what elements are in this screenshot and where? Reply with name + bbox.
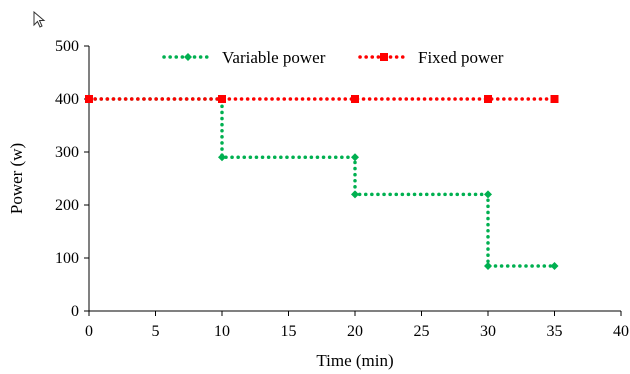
y-tick-label: 500	[55, 38, 79, 55]
data-point	[218, 153, 226, 162]
chart-legend: Variable power Fixed power	[162, 48, 504, 67]
data-point	[85, 95, 93, 103]
legend-marker	[380, 53, 388, 61]
legend-item: Fixed power	[358, 48, 504, 67]
legend-label: Variable power	[222, 48, 326, 67]
y-axis-title: Power (w)	[7, 143, 26, 214]
x-tick-label: 20	[347, 323, 363, 340]
y-tick-label: 400	[55, 91, 79, 108]
y-tick-label: 300	[55, 144, 79, 161]
y-tick-label: 0	[71, 303, 79, 320]
legend-label: Fixed power	[418, 48, 504, 67]
x-tick-label: 35	[547, 323, 563, 340]
x-axis-title: Time (min)	[316, 351, 393, 370]
series-variable-power	[85, 95, 559, 270]
data-point	[550, 261, 559, 270]
data-point	[484, 261, 492, 270]
legend-marker	[184, 53, 192, 61]
data-point	[351, 153, 359, 162]
x-tick-label: 15	[281, 323, 297, 340]
data-point	[351, 190, 359, 199]
chart-axes: 0 100 200 300 400 500 0 5 10 15 20 25 30 35 40	[55, 38, 629, 340]
x-tick-label: 30	[480, 323, 496, 340]
y-tick-label: 200	[55, 197, 79, 214]
chart-series	[85, 95, 559, 270]
data-point	[484, 190, 492, 199]
x-tick-label: 40	[613, 323, 629, 340]
data-point	[484, 95, 492, 103]
y-tick-label: 100	[55, 250, 79, 267]
series-fixed-power	[85, 95, 559, 103]
x-tick-label: 25	[414, 323, 430, 340]
mouse-pointer-icon	[33, 11, 46, 28]
legend-item: Variable power	[162, 48, 326, 67]
data-point	[550, 95, 559, 103]
series-line	[87, 97, 557, 268]
x-tick-label: 0	[85, 323, 93, 340]
data-point	[351, 95, 359, 103]
data-point	[218, 95, 226, 103]
x-tick-label: 10	[214, 323, 230, 340]
x-tick-label: 5	[152, 323, 160, 340]
